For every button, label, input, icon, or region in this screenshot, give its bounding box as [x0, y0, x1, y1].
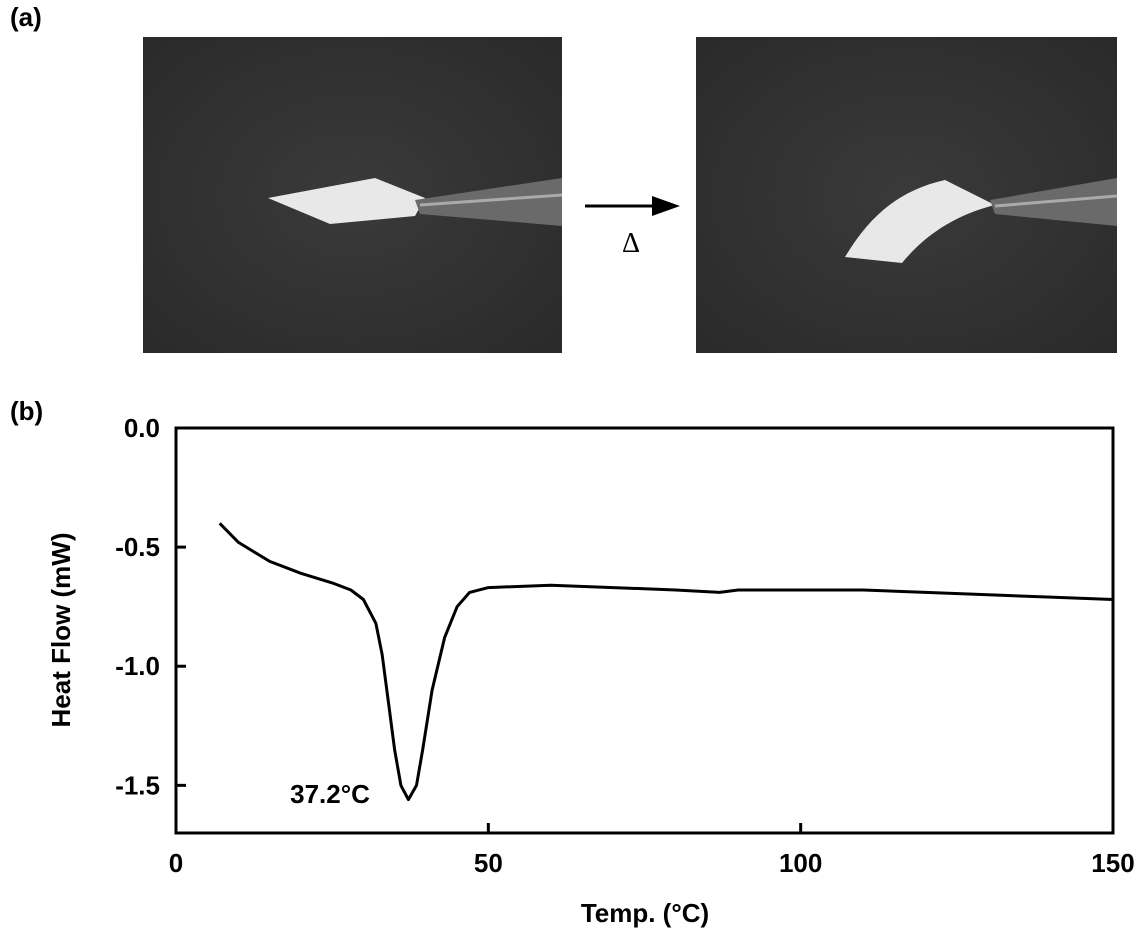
y-tick-label: -1.5	[115, 770, 160, 800]
y-tick-label: -1.0	[115, 651, 160, 681]
y-axis-label: Heat Flow (mW)	[46, 533, 76, 728]
photo-after	[696, 37, 1118, 353]
x-tick-label: 50	[474, 848, 503, 878]
y-tick-label: -0.5	[115, 532, 160, 562]
y-tick-label: 0.0	[124, 413, 160, 443]
x-tick-label: 0	[169, 848, 183, 878]
x-tick-label: 150	[1091, 848, 1134, 878]
panel-label: (a)	[10, 2, 42, 32]
photo-before	[143, 37, 563, 353]
plot-frame	[174, 426, 1115, 835]
x-axis-label: Temp. (°C)	[581, 898, 709, 928]
arrow-label: Δ	[622, 228, 640, 259]
data-line	[218, 522, 1114, 802]
annotation: 37.2°C	[290, 779, 370, 809]
panel-label: (b)	[10, 396, 43, 426]
x-tick-label: 100	[779, 848, 822, 878]
arrow	[585, 196, 680, 216]
